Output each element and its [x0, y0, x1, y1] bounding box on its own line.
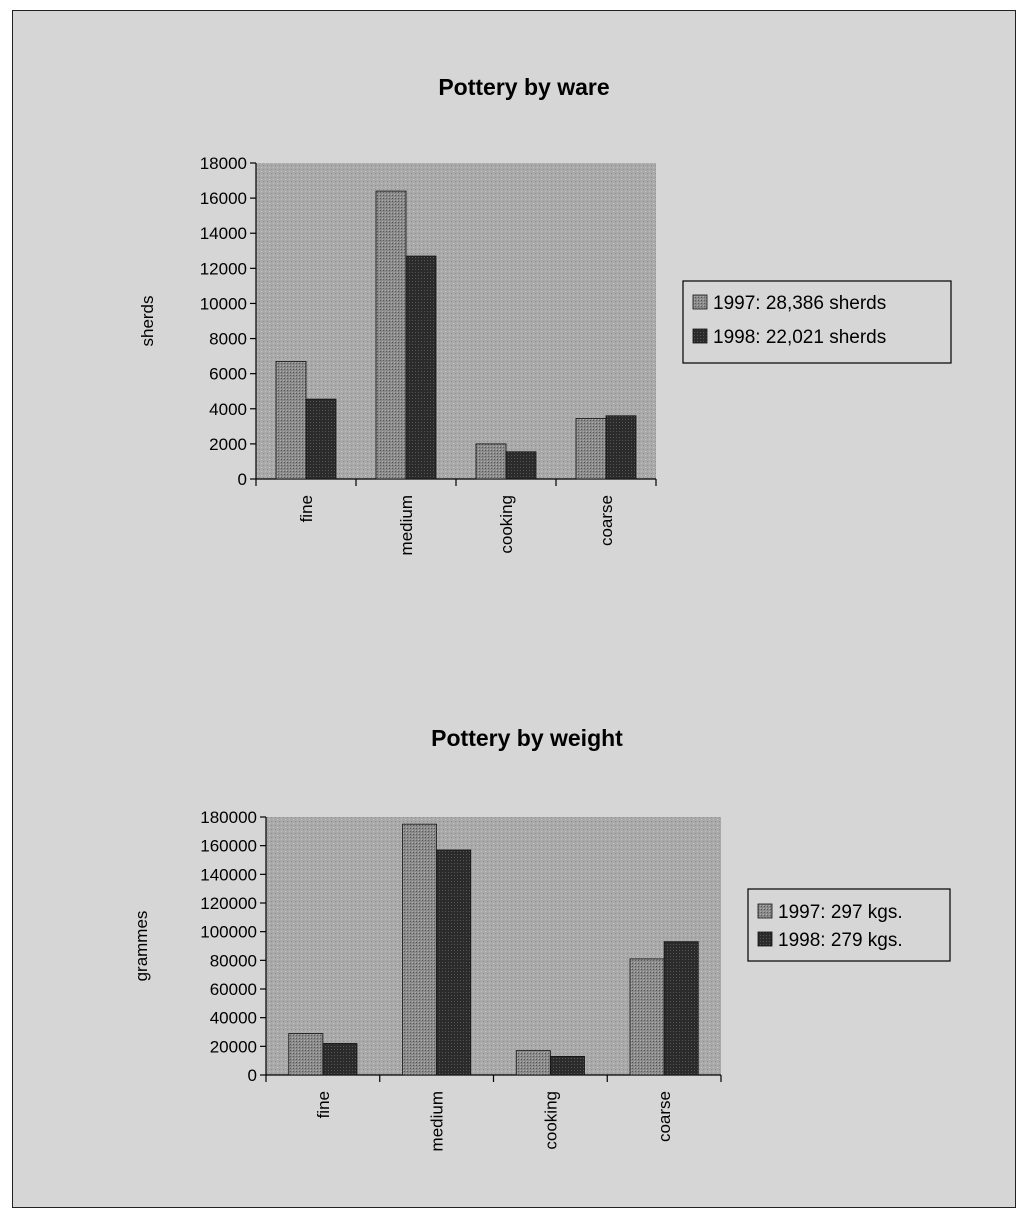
bar-cooking-series-1 [549, 1055, 585, 1076]
y-tick-label: 160000 [200, 837, 257, 856]
legend-entry: 1997: 28,386 sherds [713, 293, 886, 314]
bar-cooking-series-0 [475, 443, 507, 480]
chart-title: Pottery by weight [431, 725, 623, 751]
y-tick-label: 100000 [200, 923, 257, 942]
chart-pottery-by-weight: Pottery by weight 0 20000 40000 60000 80000 10… [132, 725, 951, 1151]
legend-box [682, 280, 952, 364]
legend-swatch [692, 294, 708, 310]
legend-entry: 1998: 22,021 sherds [713, 327, 886, 348]
y-tick-label: 6000 [209, 365, 247, 384]
bar-medium-series-0 [375, 190, 407, 480]
y-axis-label: grammes [132, 911, 151, 982]
y-tick-label: 60000 [210, 980, 257, 999]
bar-fine-series-1 [322, 1043, 358, 1076]
bar-medium-series-1 [436, 849, 472, 1076]
x-tick-label: medium [397, 495, 416, 555]
bar-coarse-series-0 [629, 958, 665, 1076]
y-tick-label: 10000 [200, 294, 247, 313]
bar-coarse-series-0 [575, 418, 607, 480]
x-tick-label: cooking [497, 495, 516, 554]
x-tick-label: fine [297, 495, 316, 522]
y-tick-label: 120000 [200, 894, 257, 913]
bar-fine-series-0 [275, 360, 307, 480]
y-tick-label: 180000 [200, 808, 257, 827]
legend-entry: 1998: 279 kgs. [778, 930, 903, 951]
bar-fine-series-0 [288, 1033, 324, 1076]
x-tick-label: fine [314, 1091, 333, 1118]
y-tick-label: 14000 [200, 224, 247, 243]
y-tick-label: 80000 [210, 951, 257, 970]
y-tick-label: 0 [238, 470, 247, 489]
legend-swatch [692, 328, 708, 344]
y-tick-label: 40000 [210, 1009, 257, 1028]
y-tick-label: 140000 [200, 865, 257, 884]
legend-entry: 1997: 297 kgs. [778, 902, 903, 923]
legend-box [747, 888, 951, 962]
x-tick-label: medium [428, 1091, 447, 1151]
y-tick-label: 2000 [209, 435, 247, 454]
chart-title: Pottery by ware [438, 74, 609, 100]
bar-fine-series-1 [305, 398, 337, 480]
figure-panel: Pottery by ware 0 2000 4000 6000 8000 10000 120… [12, 10, 1016, 1208]
y-tick-label: 12000 [200, 259, 247, 278]
x-tick-label: coarse [597, 495, 616, 546]
x-tick-label: coarse [655, 1091, 674, 1142]
legend-swatch [757, 931, 773, 947]
y-tick-label: 0 [248, 1066, 257, 1085]
bar-coarse-series-1 [605, 415, 637, 480]
bar-cooking-series-1 [505, 451, 537, 480]
x-tick-label: cooking [541, 1091, 560, 1150]
y-tick-label: 18000 [200, 154, 247, 173]
y-tick-label: 8000 [209, 330, 247, 349]
bar-medium-series-1 [405, 255, 437, 480]
legend-swatch [757, 903, 773, 919]
y-tick-label: 4000 [209, 400, 247, 419]
bar-coarse-series-1 [663, 941, 699, 1076]
chart-pottery-by-ware: Pottery by ware 0 2000 4000 6000 8000 10000 120… [138, 74, 952, 555]
y-tick-label: 20000 [210, 1037, 257, 1056]
bar-medium-series-0 [402, 823, 438, 1076]
y-axis-label: sherds [138, 295, 157, 346]
y-tick-label: 16000 [200, 189, 247, 208]
bar-cooking-series-0 [515, 1050, 551, 1076]
